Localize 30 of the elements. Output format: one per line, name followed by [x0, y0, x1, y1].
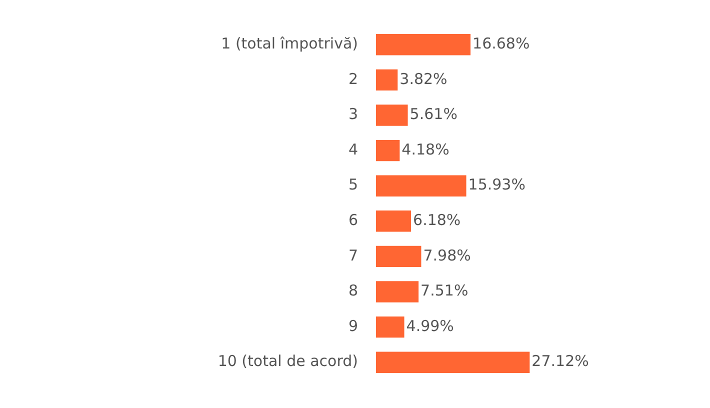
y-tick-label: 10 (total de acord) [218, 352, 358, 370]
bar [376, 175, 466, 196]
y-tick-label: 7 [348, 246, 358, 264]
bar [376, 34, 471, 56]
bar [376, 210, 412, 232]
y-tick-label: 8 [348, 282, 358, 300]
bar [376, 352, 530, 373]
y-tick-label: 2 [348, 70, 358, 88]
bar [376, 246, 422, 268]
bar [376, 104, 408, 126]
data-label: 4.18% [402, 140, 450, 158]
y-tick-label: 3 [348, 105, 358, 124]
y-tick-label: 9 [348, 316, 358, 335]
y-tick-label: 5 [348, 176, 358, 194]
bar [376, 69, 398, 91]
bar [376, 140, 400, 162]
bar [376, 316, 404, 338]
data-label: 16.68% [472, 34, 530, 53]
data-label: 6.18% [413, 211, 461, 230]
y-tick-label: 4 [348, 140, 358, 158]
data-label: 27.12% [532, 352, 589, 370]
data-label: 7.98% [423, 246, 471, 264]
y-tick-label: 6 [348, 211, 358, 230]
y-tick-label: 1 (total împotrivă) [221, 34, 358, 53]
data-label: 3.82% [400, 70, 448, 88]
bar [376, 281, 419, 302]
data-label: 7.51% [420, 282, 468, 300]
data-label: 15.93% [468, 176, 526, 194]
data-label: 5.61% [410, 105, 458, 124]
data-label: 4.99% [406, 316, 454, 335]
